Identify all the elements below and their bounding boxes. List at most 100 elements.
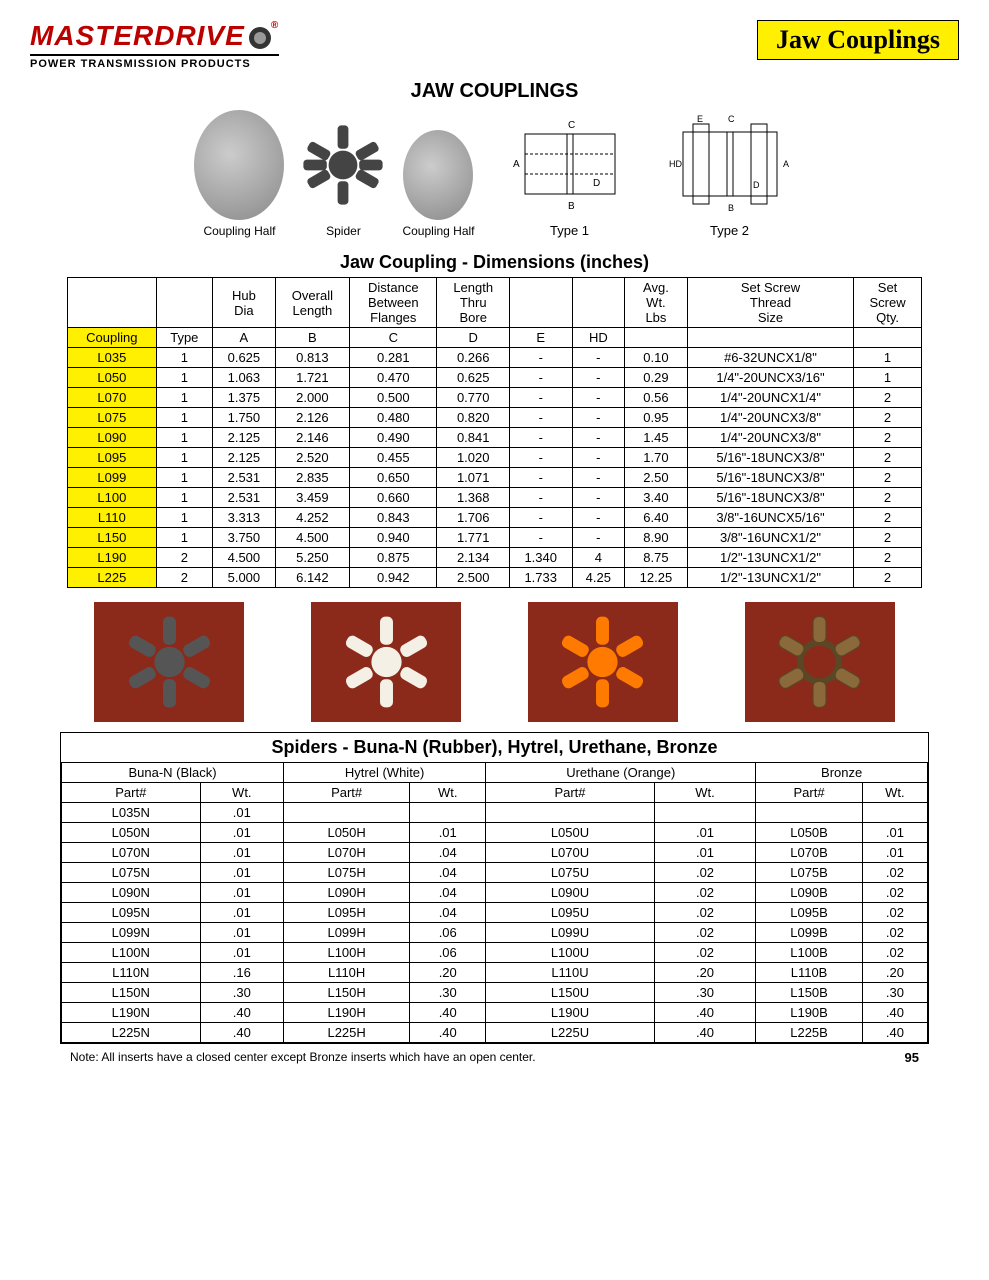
table-cell: .02 <box>862 923 927 943</box>
table-cell: 1.721 <box>275 368 349 388</box>
table-cell: 2.125 <box>213 448 276 468</box>
table-cell: 1 <box>156 388 213 408</box>
svg-text:D: D <box>753 180 760 190</box>
table-cell: 0.95 <box>625 408 688 428</box>
table-cell: 4.500 <box>275 528 349 548</box>
table-cell: .01 <box>654 843 756 863</box>
table-cell: 1 <box>156 368 213 388</box>
table-cell: 3.459 <box>275 488 349 508</box>
table-cell: L050N <box>62 823 201 843</box>
hdr-b: B <box>275 328 349 348</box>
table-cell: - <box>572 368 625 388</box>
table-cell: 8.90 <box>625 528 688 548</box>
table-header-row-1: HubDia OverallLength DistanceBetweenFlan… <box>68 278 922 328</box>
spiders-table-title: Spiders - Buna-N (Rubber), Hytrel, Ureth… <box>61 733 928 763</box>
table-cell: .40 <box>410 1003 486 1023</box>
table-cell: .16 <box>200 963 284 983</box>
table-cell: 1/4"-20UNCX3/8" <box>687 428 854 448</box>
table-cell: 4.252 <box>275 508 349 528</box>
table-cell: .01 <box>200 923 284 943</box>
table-cell: - <box>572 468 625 488</box>
table-cell: 1.063 <box>213 368 276 388</box>
table-cell: 2.500 <box>437 568 509 588</box>
table-cell: L050H <box>284 823 410 843</box>
table-cell: L050B <box>756 823 863 843</box>
table-cell: L190B <box>756 1003 863 1023</box>
table-cell: 0.820 <box>437 408 509 428</box>
table-row: L150N.30L150H.30L150U.30L150B.30 <box>62 983 928 1003</box>
table-cell: L150U <box>486 983 654 1003</box>
table-cell: L095 <box>68 448 156 468</box>
spiders-table: Buna-N (Black) Hytrel (White) Urethane (… <box>61 763 928 1043</box>
table-cell: L090U <box>486 883 654 903</box>
page-number: 95 <box>905 1050 919 1065</box>
table-cell: L090H <box>284 883 410 903</box>
table-cell: .01 <box>200 883 284 903</box>
table-cell: .02 <box>654 923 756 943</box>
illus-spider: Spider <box>298 110 388 238</box>
table-cell: 0.770 <box>437 388 509 408</box>
hdr-hub-dia: HubDia <box>213 278 276 328</box>
table-cell: 2.126 <box>275 408 349 428</box>
table-row: L09012.1252.1460.4900.841--1.451/4"-20UN… <box>68 428 922 448</box>
table-cell: 2.146 <box>275 428 349 448</box>
table-cell: .20 <box>862 963 927 983</box>
table-cell: L110 <box>68 508 156 528</box>
table-cell: 0.10 <box>625 348 688 368</box>
table-cell: 1.020 <box>437 448 509 468</box>
page-title: JAW COUPLINGS <box>30 80 959 103</box>
table-cell: 1 <box>156 408 213 428</box>
table-cell: 0.266 <box>437 348 509 368</box>
svg-text:A: A <box>783 159 789 169</box>
table-cell: 3.750 <box>213 528 276 548</box>
hdr-a: A <box>213 328 276 348</box>
table-header-row-2: Coupling Type A B C D E HD <box>68 328 922 348</box>
table-cell: 0.813 <box>275 348 349 368</box>
table-cell <box>410 803 486 823</box>
table-cell: 2 <box>854 408 922 428</box>
hdr-hd: HD <box>572 328 625 348</box>
table-row: L22525.0006.1420.9422.5001.7334.2512.251… <box>68 568 922 588</box>
table-cell: 1.45 <box>625 428 688 448</box>
table-cell: 2.134 <box>437 548 509 568</box>
table-cell: .40 <box>200 1003 284 1023</box>
table-row: L07011.3752.0000.5000.770--0.561/4"-20UN… <box>68 388 922 408</box>
table-cell: 1/4"-20UNCX3/8" <box>687 408 854 428</box>
table-row: L050N.01L050H.01L050U.01L050B.01 <box>62 823 928 843</box>
table-cell: 2.835 <box>275 468 349 488</box>
svg-text:B: B <box>568 201 575 212</box>
table-cell: 0.480 <box>350 408 437 428</box>
table-cell: 0.942 <box>350 568 437 588</box>
table-cell: .06 <box>410 943 486 963</box>
table-cell: L110H <box>284 963 410 983</box>
table-cell: 4.25 <box>572 568 625 588</box>
spider-img-orange <box>528 602 678 722</box>
sub-part: Part# <box>62 783 201 803</box>
sub-wt: Wt. <box>862 783 927 803</box>
table-cell: .04 <box>410 883 486 903</box>
table-cell: 1 <box>156 468 213 488</box>
svg-text:E: E <box>697 114 703 124</box>
table-cell: 1 <box>156 448 213 468</box>
table-cell: L225 <box>68 568 156 588</box>
hdr-set-screw-qty: SetScrewQty. <box>854 278 922 328</box>
dimensions-table: HubDia OverallLength DistanceBetweenFlan… <box>67 277 922 588</box>
table-cell: 1/2"-13UNCX1/2" <box>687 548 854 568</box>
table-cell: 0.625 <box>437 368 509 388</box>
hdr-type: Type <box>156 328 213 348</box>
table-cell: - <box>509 428 572 448</box>
table-cell: #6-32UNCX1/8" <box>687 348 854 368</box>
table-cell: 5.000 <box>213 568 276 588</box>
brand-block: MASTERDRIVE® POWER TRANSMISSION PRODUCTS <box>30 20 279 70</box>
table-cell: 2.531 <box>213 468 276 488</box>
table-cell: 2 <box>854 548 922 568</box>
table-cell: L100B <box>756 943 863 963</box>
table-cell: 0.281 <box>350 348 437 368</box>
table-cell: 0.940 <box>350 528 437 548</box>
table-row: L09512.1252.5200.4551.020--1.705/16"-18U… <box>68 448 922 468</box>
table-cell: 5.250 <box>275 548 349 568</box>
table-cell: 0.490 <box>350 428 437 448</box>
table-cell: - <box>572 508 625 528</box>
table-row: L15013.7504.5000.9401.771--8.903/8"-16UN… <box>68 528 922 548</box>
table-cell: 1.733 <box>509 568 572 588</box>
